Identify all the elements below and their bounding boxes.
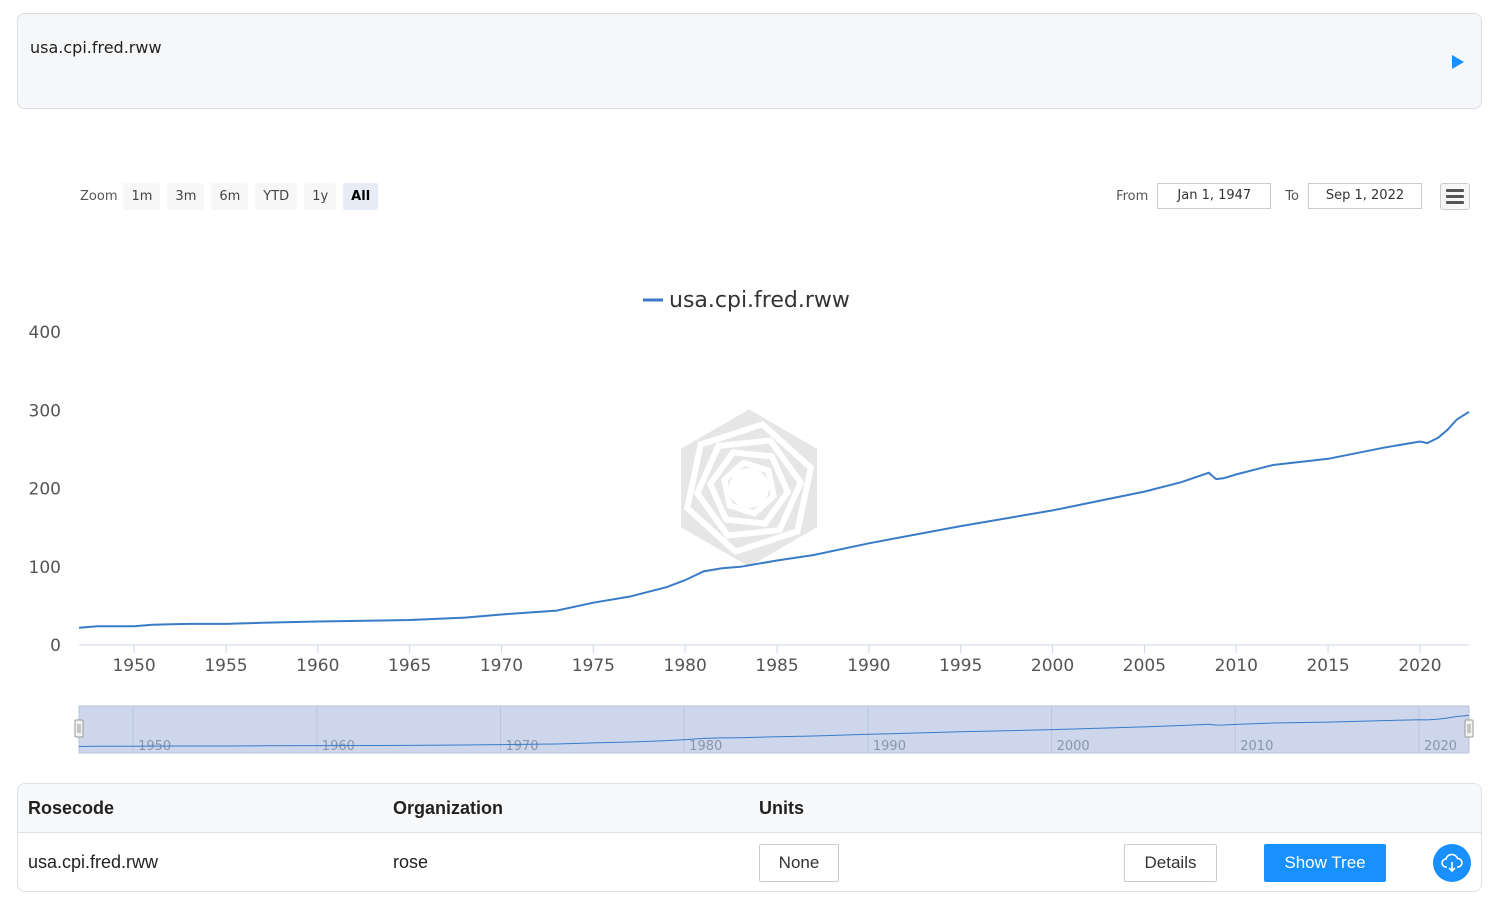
navigator-series <box>78 714 1470 747</box>
cell-rosecode: usa.cpi.fred.rww <box>28 852 159 872</box>
zoom-button-1m[interactable]: 1m <box>123 182 161 210</box>
watermark-ring <box>706 449 792 527</box>
watermark-ring <box>683 421 815 555</box>
from-date-input[interactable]: Jan 1, 1947 <box>1157 183 1272 209</box>
x-tick-label: 1990 <box>847 656 890 676</box>
x-tick-label: 1955 <box>204 656 247 676</box>
x-tick-label: 1995 <box>939 656 982 676</box>
navigator-tick-label: 1980 <box>689 739 722 754</box>
x-tick-label: 2005 <box>1123 656 1166 676</box>
navigator-tick-label: 1960 <box>322 739 355 754</box>
details-button[interactable]: Details <box>1124 844 1217 882</box>
plot-area <box>78 410 1470 629</box>
navigator-tick-label: 1970 <box>505 739 538 754</box>
y-tick-label: 100 <box>29 558 61 578</box>
y-tick-label: 300 <box>29 401 61 421</box>
table-row: usa.cpi.fred.rww rose None Details Show … <box>18 833 1481 891</box>
hamburger-menu-icon[interactable] <box>1440 183 1470 210</box>
query-text[interactable]: usa.cpi.fred.rww <box>30 38 162 57</box>
navigator-tick-label: 1990 <box>873 739 906 754</box>
y-axis: 0 100 200 300 400 <box>29 323 1469 656</box>
x-tick-label: 1980 <box>664 656 707 676</box>
from-label: From <box>1116 188 1149 204</box>
y-tick-label: 0 <box>50 636 61 656</box>
x-tick-label: 1950 <box>112 656 155 676</box>
x-tick-label: 2010 <box>1215 656 1258 676</box>
units-select[interactable]: None <box>759 844 839 882</box>
navigator-handle-right[interactable] <box>1464 719 1474 738</box>
cell-organization: rose <box>393 852 429 872</box>
rose-logo-icon <box>681 409 817 567</box>
header-units: Units <box>759 798 804 818</box>
table-header: Rosecode Organization Units <box>18 784 1481 833</box>
y-tick-label: 200 <box>29 480 61 500</box>
zoom-label: Zoom <box>80 188 118 204</box>
to-date-input[interactable]: Sep 1, 2022 <box>1308 183 1422 209</box>
x-tick-label: 1970 <box>480 656 523 676</box>
series-table: Rosecode Organization Units usa.cpi.fred… <box>17 783 1482 892</box>
x-tick-label: 1985 <box>755 656 798 676</box>
header-rosecode: Rosecode <box>28 798 115 818</box>
x-tick-label: 1960 <box>296 656 339 676</box>
header-organization: Organization <box>393 798 504 818</box>
play-icon[interactable] <box>1449 52 1467 72</box>
x-tick-label: 1975 <box>572 656 615 676</box>
navigator-tick-label: 2000 <box>1057 739 1090 754</box>
query-box[interactable]: usa.cpi.fred.rww <box>17 13 1482 109</box>
watermark-ring <box>693 437 805 539</box>
handle-body <box>74 719 84 738</box>
x-tick-label: 2015 <box>1306 656 1349 676</box>
navigator-tick-label: 2020 <box>1424 739 1457 754</box>
show-tree-button[interactable]: Show Tree <box>1264 844 1386 882</box>
x-tick-label: 1965 <box>388 656 431 676</box>
to-label: To <box>1285 188 1299 204</box>
cloud-download-icon[interactable] <box>1433 844 1471 882</box>
y-tick-label: 400 <box>29 323 61 343</box>
watermark-ring <box>721 459 777 517</box>
zoom-button-6m[interactable]: 6m <box>211 182 249 210</box>
x-tick-label: 2000 <box>1031 656 1074 676</box>
navigator-tick-label: 2010 <box>1240 739 1273 754</box>
zoom-button-all[interactable]: All <box>343 182 379 210</box>
zoom-selector: Zoom 1m 3m 6m YTD 1y All <box>80 182 385 210</box>
handle-body <box>1464 719 1474 738</box>
zoom-button-ytd[interactable]: YTD <box>255 182 298 210</box>
navigator-handle-left[interactable] <box>74 719 84 738</box>
series-line <box>78 410 1470 629</box>
zoom-button-3m[interactable]: 3m <box>167 182 205 210</box>
legend-label: usa.cpi.fred.rww <box>669 288 850 313</box>
date-range: From Jan 1, 1947 To Sep 1, 2022 <box>1116 182 1422 210</box>
x-axis: 1950 1955 1960 1965 1970 1975 1980 1985 1990 1995… <box>112 645 1442 676</box>
zoom-button-1y[interactable]: 1y <box>304 182 337 210</box>
navigator[interactable]: 1950 1960 1970 1980 1990 2000 2010 2020 <box>74 705 1474 754</box>
watermark-center <box>729 468 769 508</box>
x-tick-label: 2020 <box>1398 656 1441 676</box>
chart-legend[interactable]: usa.cpi.fred.rww <box>643 288 850 313</box>
